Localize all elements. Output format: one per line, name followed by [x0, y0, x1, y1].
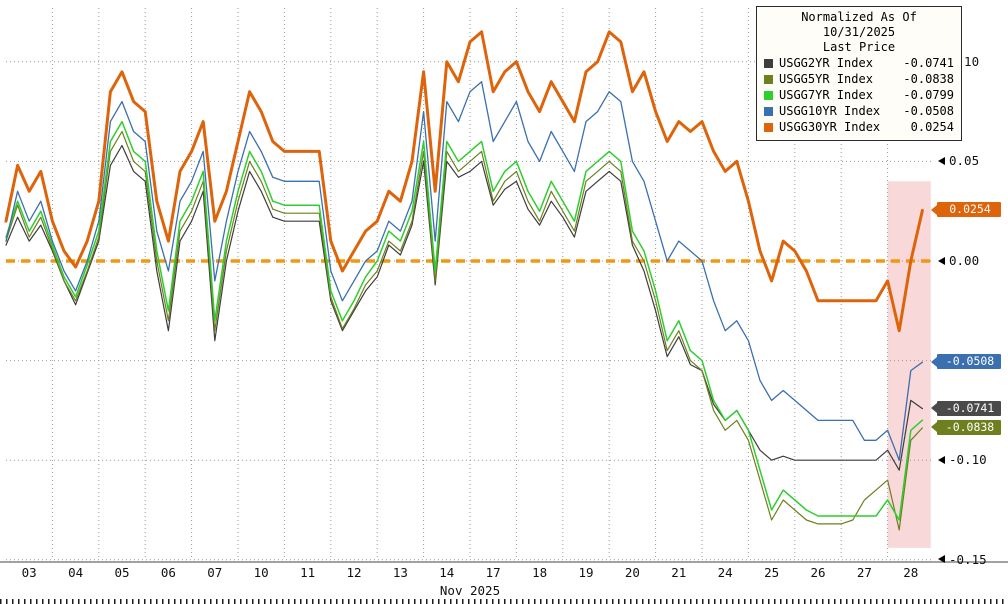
x-axis-label: 27: [856, 565, 872, 580]
x-axis-label: 12: [346, 565, 362, 580]
series-color-swatch: [764, 74, 773, 84]
series-name: USGG5YR Index: [779, 72, 873, 86]
series-name: USGG7YR Index: [779, 88, 873, 102]
x-axis-label: 07: [207, 565, 223, 580]
legend-item-usgg10yr[interactable]: USGG10YR Index -0.0508: [764, 103, 954, 119]
legend: Normalized As Of 10/31/2025 Last Price U…: [756, 6, 962, 141]
series-line-usgg30yr: [4, 30, 924, 333]
legend-item-usgg30yr[interactable]: USGG30YR Index 0.0254: [764, 119, 954, 135]
series-line-usgg2yr: [5, 144, 924, 471]
highlight-band: [887, 181, 931, 548]
x-axis-label: 20: [624, 565, 640, 580]
series-color-swatch: [764, 58, 773, 68]
x-axis-label: 21: [671, 565, 687, 580]
legend-title: Normalized As Of 10/31/2025: [801, 10, 917, 39]
x-axis-label: 18: [532, 565, 548, 580]
series-last-price: -0.0741: [903, 56, 954, 70]
legend-item-usgg7yr[interactable]: USGG7YR Index -0.0799: [764, 87, 954, 103]
series-color-swatch: [764, 90, 773, 100]
x-axis-label: 19: [578, 565, 594, 580]
x-axis-label: 13: [392, 565, 408, 580]
series-last-price: -0.0508: [903, 104, 954, 118]
x-axis-title: Nov 2025: [439, 583, 501, 598]
series-last-price: 0.0254: [910, 120, 954, 134]
x-axis-label: 10: [253, 565, 269, 580]
series-color-swatch: [764, 122, 773, 132]
legend-item-usgg5yr[interactable]: USGG5YR Index -0.0838: [764, 71, 954, 87]
x-axis-label: 14: [439, 565, 455, 580]
series-color-swatch: [764, 106, 773, 116]
x-axis: 03 04 05 06 07 10 11 12 13 14 17 18 19 20 21 24 25 26 27 28: [0, 565, 1008, 581]
series-line-usgg10yr: [5, 81, 924, 461]
series-name: USGG10YR Index: [779, 104, 881, 118]
series-name: USGG30YR Index: [779, 120, 881, 134]
intraday-tick-strip: [0, 599, 1008, 604]
x-axis-label: 25: [764, 565, 780, 580]
x-axis-label: 28: [903, 565, 919, 580]
series-line-usgg5yr: [5, 130, 924, 531]
series-line-usgg7yr: [5, 120, 924, 521]
x-axis-label: 03: [21, 565, 37, 580]
x-axis-label: 24: [717, 565, 733, 580]
series-last-price: -0.0799: [903, 88, 954, 102]
series-name: USGG2YR Index: [779, 56, 873, 70]
x-axis-label: 06: [160, 565, 176, 580]
x-axis-label: 17: [485, 565, 501, 580]
series-last-price: -0.0838: [903, 72, 954, 86]
x-axis-label: 05: [114, 565, 130, 580]
x-axis-label: 11: [300, 565, 316, 580]
legend-item-usgg2yr[interactable]: USGG2YR Index -0.0741: [764, 55, 954, 71]
legend-subtitle: Last Price: [822, 40, 896, 54]
x-axis-label: 26: [810, 565, 826, 580]
x-axis-label: 04: [68, 565, 84, 580]
